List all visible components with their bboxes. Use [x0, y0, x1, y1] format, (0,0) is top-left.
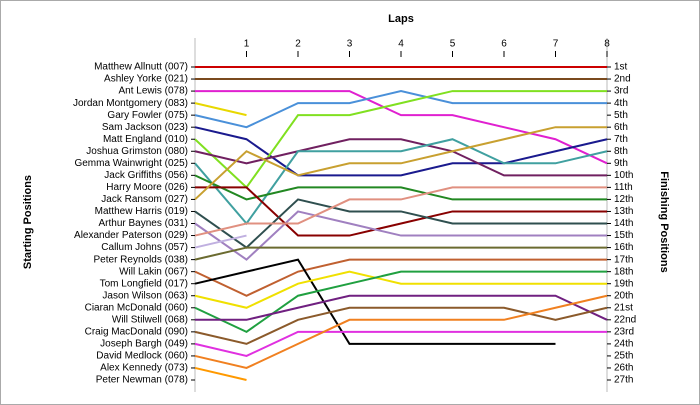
finish-label: 26th [614, 363, 633, 374]
driver-line [194, 174, 607, 201]
start-label: Arthur Baynes (031) [99, 218, 189, 229]
x-tick-label: 5 [450, 39, 456, 50]
start-label: Joshua Grimston (080) [86, 146, 188, 157]
driver-line [194, 258, 607, 297]
finish-label: 23rd [614, 326, 634, 337]
x-tick-label: 3 [347, 39, 353, 50]
start-label: Jack Ransom (027) [101, 194, 188, 205]
driver-line [195, 186, 607, 237]
start-label: Tom Longfield (017) [100, 278, 188, 289]
driver-line [194, 330, 607, 357]
finish-label: 6th [614, 122, 628, 133]
start-label: Joseph Bargh (049) [100, 339, 188, 350]
finish-label: 7th [614, 134, 628, 145]
start-label: Alexander Paterson (029) [74, 230, 188, 241]
driver-line [194, 366, 247, 381]
start-label: Ciaran McDonald (060) [85, 302, 188, 313]
finish-label: 10th [614, 170, 633, 181]
finish-label: 16th [614, 242, 633, 253]
finish-label: 1st [614, 62, 628, 73]
driver-line [194, 186, 607, 237]
x-tick-label: 7 [553, 39, 559, 50]
start-label: Will Stilwell (068) [112, 314, 188, 325]
start-label: Gemma Wainwright (025) [74, 158, 188, 169]
finish-label: 2nd [614, 74, 631, 85]
finish-label: 17th [614, 254, 633, 265]
driver-line [195, 90, 608, 165]
driver-line [194, 126, 607, 201]
finish-label: 11th [614, 182, 633, 193]
driver-line [194, 306, 608, 345]
finish-label: 8th [614, 146, 628, 157]
start-label: Craig MacDonald (090) [85, 326, 188, 337]
driver-line [195, 294, 608, 321]
finish-label: 19th [614, 278, 633, 289]
driver-line [194, 90, 607, 129]
right-axis-title: Finishing Positions [658, 171, 670, 272]
driver-line [194, 90, 607, 189]
driver-line [194, 246, 607, 261]
finish-label: 22nd [614, 314, 636, 325]
x-tick-label: 1 [244, 39, 250, 50]
driver-line [194, 258, 556, 345]
start-label: Ashley Yorke (021) [104, 74, 188, 85]
finish-label: 20th [614, 290, 633, 301]
left-axis-title: Starting Positions [22, 175, 34, 269]
driver-line [194, 102, 247, 117]
start-label: Harry Moore (026) [106, 182, 188, 193]
driver-line [194, 198, 607, 249]
start-label: Peter Newman (078) [96, 375, 188, 386]
finish-label: 5th [614, 110, 628, 121]
driver-line [194, 210, 607, 261]
finish-label: 4th [614, 98, 628, 109]
finish-label: 24th [614, 339, 633, 350]
driver-line [194, 270, 607, 333]
start-label: Callum Johns (057) [101, 242, 188, 253]
start-label: David Medlock (060) [96, 351, 188, 362]
start-label: Peter Reynolds (038) [94, 254, 189, 265]
driver-line [194, 294, 608, 370]
finish-label: 14th [614, 218, 633, 229]
finish-label: 3rd [614, 86, 628, 97]
start-label: Will Lakin (067) [119, 266, 188, 277]
finish-label: 9th [614, 158, 628, 169]
start-label: Jordan Montgomery (083) [73, 98, 188, 109]
x-tick-label: 8 [604, 39, 610, 50]
driver-line [194, 270, 607, 309]
driver-line [194, 126, 608, 177]
start-label: Alex Kennedy (073) [100, 363, 188, 374]
x-tick-label: 6 [501, 39, 507, 50]
finish-label: 25th [614, 351, 633, 362]
finish-label: 12th [614, 194, 633, 205]
finish-label: 21st [614, 302, 633, 313]
start-label: Ant Lewis (078) [119, 86, 188, 97]
finish-label: 15th [614, 230, 633, 241]
start-label: Gary Fowler (075) [107, 110, 188, 121]
x-title: Laps [388, 13, 414, 25]
start-label: Jack Griffiths (056) [104, 170, 188, 181]
start-label: Matt England (010) [103, 134, 188, 145]
start-label: Sam Jackson (023) [102, 122, 188, 133]
start-label: Jason Wilson (063) [102, 290, 188, 301]
x-tick-label: 2 [295, 39, 301, 50]
driver-line [194, 234, 247, 249]
x-tick-label: 4 [398, 39, 404, 50]
finish-label: 18th [614, 266, 633, 277]
driver-line [194, 138, 608, 226]
finish-label: 27th [614, 375, 633, 386]
start-label: Matthew Allnutt (007) [94, 62, 188, 73]
start-label: Matthew Harris (019) [95, 206, 188, 217]
finish-label: 13th [614, 206, 633, 217]
